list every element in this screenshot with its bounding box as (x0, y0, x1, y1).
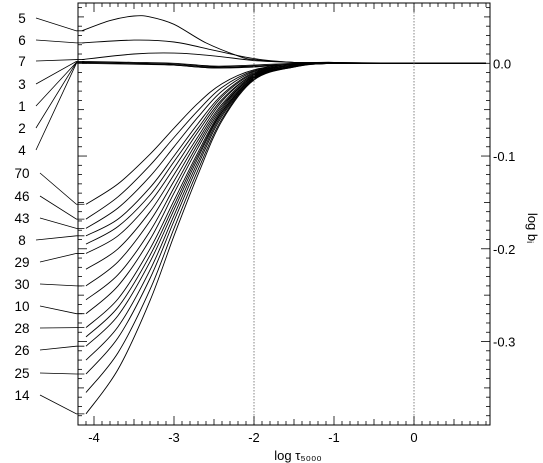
connector-70 (39, 172, 85, 205)
x-tick-label: -1 (328, 430, 340, 445)
connector-5 (35, 17, 85, 32)
level-label-30: 30 (14, 277, 29, 292)
x-axis-ticks (77, 3, 487, 425)
dotted-reference-lines (253, 3, 415, 425)
level-label-46: 46 (14, 189, 29, 204)
level-label-2: 2 (18, 121, 26, 136)
x-axis-label: log τ₅₀₀₀ (274, 448, 322, 463)
x-tick-label: -2 (248, 430, 260, 445)
label-connector-lines (35, 17, 85, 415)
series-lines (81, 15, 487, 415)
connector-4 (35, 62, 85, 151)
connector-2 (35, 61, 85, 129)
connector-25 (39, 372, 85, 375)
level-label-3: 3 (18, 77, 26, 92)
level-label-4: 4 (18, 143, 26, 158)
level-label-1: 1 (18, 99, 26, 114)
series-line-7 (81, 52, 486, 64)
y-axis-label: log bᵢ (525, 213, 540, 243)
x-axis-tick-labels: -4 -3 -2 -1 0 (88, 430, 417, 445)
level-label-7: 7 (18, 54, 26, 69)
level-label-43: 43 (14, 211, 29, 226)
x-tick-label: -3 (168, 430, 180, 445)
x-tick-label: -4 (88, 430, 100, 445)
level-label-column: 5 6 7 3 1 2 4 70 46 43 8 29 30 10 28 26 25 14 (14, 11, 30, 403)
connector-6 (35, 39, 85, 44)
x-tick-label: 0 (410, 430, 417, 445)
connector-14 (39, 394, 85, 415)
level-label-6: 6 (18, 33, 26, 48)
connector-7 (35, 59, 85, 62)
level-label-26: 26 (14, 343, 29, 358)
level-label-8: 8 (18, 233, 26, 248)
y-axis-ticks (78, 7, 490, 426)
level-label-10: 10 (14, 299, 29, 314)
series-line-43 (85, 62, 486, 229)
level-label-29: 29 (14, 255, 29, 270)
connector-1 (35, 61, 85, 107)
connector-26 (39, 345, 85, 351)
y-tick-label: 0.0 (493, 56, 511, 71)
level-label-25: 25 (14, 366, 29, 381)
series-line-30 (85, 62, 486, 287)
series-line-70 (85, 62, 486, 205)
connector-43 (39, 217, 85, 229)
y-axis-tick-labels: 0.0 -0.1 -0.2 -0.3 (493, 56, 515, 349)
connector-3 (35, 61, 85, 85)
series-line-28 (85, 62, 486, 328)
series-line-10 (85, 62, 486, 315)
series-line-8 (85, 62, 486, 237)
series-line-extra-19 (85, 62, 486, 270)
level-label-5: 5 (18, 11, 26, 26)
series-line-extra-23 (85, 62, 486, 393)
series-line-5 (81, 15, 486, 64)
y-tick-label: -0.1 (493, 149, 515, 164)
series-line-25 (85, 62, 486, 375)
connector-8 (35, 235, 85, 241)
series-line-6 (81, 39, 487, 64)
series-line-extra-22 (85, 62, 486, 361)
level-label-70: 70 (14, 166, 29, 181)
plot-frame (77, 2, 491, 426)
series-line-26 (85, 62, 486, 347)
level-label-14: 14 (14, 388, 30, 403)
series-line-14 (85, 62, 486, 415)
connector-29 (39, 253, 85, 263)
connector-46 (39, 195, 85, 220)
y-tick-label: -0.3 (493, 335, 515, 350)
level-label-28: 28 (14, 321, 29, 336)
series-line-46 (85, 62, 486, 220)
y-tick-label: -0.2 (493, 242, 515, 257)
series-line-extra-20 (85, 62, 486, 301)
